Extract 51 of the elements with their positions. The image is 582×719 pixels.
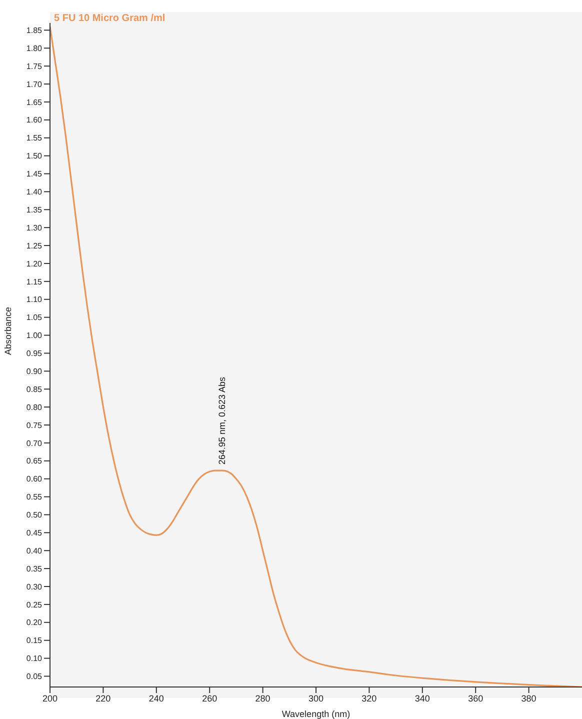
y-tick-label: 1.20: [26, 259, 43, 268]
y-tick-label: 0.55: [26, 492, 43, 502]
y-tick-label: 0.40: [26, 546, 43, 556]
y-tick-label: 1.15: [26, 277, 43, 286]
y-tick-label: 1.10: [26, 295, 43, 304]
y-tick-label: 0.15: [26, 636, 43, 646]
y-tick-label: 0.35: [26, 564, 43, 574]
x-tick-label: 340: [414, 693, 430, 704]
x-tick-label: 360: [468, 693, 484, 704]
x-tick-label: 260: [202, 693, 218, 704]
y-tick-label: 1.45: [26, 170, 43, 179]
y-tick-label: 1.30: [26, 223, 43, 232]
y-tick-label: 1.05: [26, 313, 43, 322]
y-tick-label: 1.85: [26, 26, 43, 36]
y-tick-label: 0.60: [26, 474, 43, 484]
y-tick-label: 0.25: [26, 600, 43, 610]
y-tick-label: 1.60: [26, 116, 43, 125]
y-tick-label: 1.00: [26, 331, 43, 340]
x-tick-label: 200: [42, 693, 58, 704]
y-axis-title: Absorbance: [3, 306, 14, 355]
y-tick-label: 1.50: [26, 152, 43, 161]
y-tick-label: 0.90: [26, 366, 43, 376]
y-tick-label: 0.50: [26, 510, 43, 520]
series-label: 5 FU 10 Micro Gram /ml: [54, 13, 166, 24]
x-axis-title: Wavelength (nm): [282, 709, 350, 719]
y-tick-label: 1.40: [26, 188, 43, 197]
x-tick-label: 280: [255, 693, 270, 704]
x-tick-label: 380: [521, 693, 536, 704]
y-tick-label: 1.75: [26, 62, 43, 71]
y-tick-label: 1.70: [26, 80, 43, 89]
y-tick-label: 1.35: [26, 205, 43, 214]
y-tick-label: 0.65: [26, 456, 43, 466]
y-tick-label: 1.55: [26, 134, 43, 143]
y-tick-label: 0.80: [26, 402, 43, 412]
annotation: 264.95 nm, 0.623 Abs: [217, 376, 228, 465]
y-tick-label: 1.80: [26, 44, 43, 53]
x-tick-label: 240: [148, 693, 164, 704]
y-tick-label: 1.25: [26, 241, 43, 250]
y-tick-label: 0.05: [26, 672, 43, 682]
x-tick-label: 300: [308, 693, 324, 704]
y-tick-label: 1.65: [26, 98, 43, 107]
y-tick-label: 0.95: [26, 349, 43, 358]
x-tick-label: 320: [362, 693, 377, 704]
y-tick-label: 0.70: [26, 438, 43, 448]
y-tick-label: 0.10: [26, 654, 43, 664]
y-tick-label: 0.75: [26, 420, 43, 430]
y-tick-label: 0.45: [26, 528, 43, 538]
y-tick-label: 0.20: [26, 618, 43, 628]
y-tick-label: 0.85: [26, 384, 43, 394]
x-tick-label: 220: [96, 693, 111, 704]
y-tick-label: 0.30: [26, 582, 43, 592]
